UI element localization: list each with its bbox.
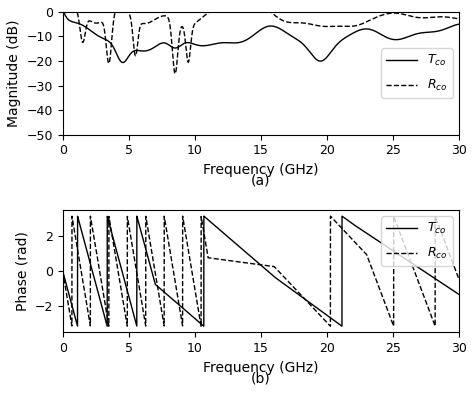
$T_{co}$	[339, 324, 345, 329]
$T_{co}$	[60, 10, 65, 14]
Line: $T_{co}$: $T_{co}$	[63, 216, 459, 326]
$R_{co}$	[156, 15, 162, 20]
$R_{co}$	[453, 16, 459, 21]
$R_{co}$	[453, 269, 459, 274]
$R_{co}$	[172, 71, 178, 76]
$R_{co}$	[154, 16, 160, 21]
$T_{co}$	[152, 280, 158, 285]
$R_{co}$	[456, 16, 462, 21]
$T_{co}$	[237, 245, 243, 250]
Legend: $T_{co}$, $R_{co}$: $T_{co}$, $R_{co}$	[381, 216, 453, 266]
X-axis label: Frequency (GHz): Frequency (GHz)	[203, 361, 319, 375]
$T_{co}$	[154, 43, 160, 48]
$R_{co}$	[237, 10, 243, 14]
$R_{co}$	[152, 17, 158, 22]
Line: $T_{co}$: $T_{co}$	[63, 12, 459, 62]
$R_{co}$	[60, 10, 65, 14]
Line: $R_{co}$: $R_{co}$	[63, 12, 459, 74]
Legend: $T_{co}$, $R_{co}$: $T_{co}$, $R_{co}$	[381, 48, 453, 98]
Text: (b): (b)	[251, 372, 271, 386]
$T_{co}$	[237, 40, 243, 45]
$T_{co}$	[154, 283, 160, 288]
$R_{co}$	[180, 214, 185, 219]
$T_{co}$	[120, 60, 126, 65]
$T_{co}$	[453, 290, 459, 295]
Y-axis label: Phase (rad): Phase (rad)	[15, 231, 29, 311]
$T_{co}$	[456, 22, 462, 27]
$R_{co}$	[456, 277, 462, 282]
$T_{co}$	[60, 269, 65, 273]
$R_{co}$	[210, 256, 215, 261]
$R_{co}$	[210, 10, 215, 14]
$T_{co}$	[339, 214, 345, 219]
$T_{co}$	[152, 45, 158, 49]
$T_{co}$	[453, 22, 459, 27]
X-axis label: Frequency (GHz): Frequency (GHz)	[203, 163, 319, 177]
Line: $R_{co}$: $R_{co}$	[63, 216, 459, 326]
$R_{co}$	[156, 293, 162, 298]
$T_{co}$	[156, 42, 162, 47]
Y-axis label: Magnitude (dB): Magnitude (dB)	[7, 20, 21, 127]
$T_{co}$	[210, 42, 215, 47]
$R_{co}$	[152, 268, 158, 273]
$T_{co}$	[456, 292, 462, 297]
$R_{co}$	[60, 269, 65, 273]
Text: (a): (a)	[251, 174, 271, 188]
$R_{co}$	[237, 259, 243, 264]
$T_{co}$	[210, 221, 215, 226]
$T_{co}$	[156, 285, 162, 290]
$R_{co}$	[154, 281, 160, 285]
$R_{co}$	[106, 324, 112, 329]
